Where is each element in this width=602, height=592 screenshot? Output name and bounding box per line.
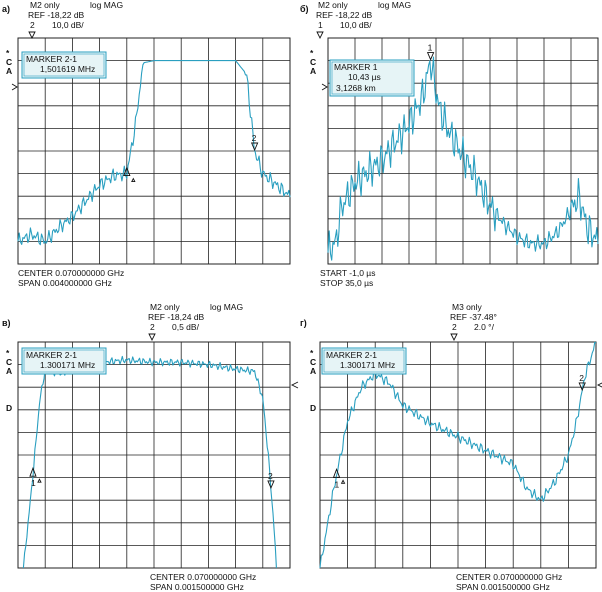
header-scale: 10,0 dB/: [340, 20, 372, 30]
footer-stop: SPAN 0.001500000 GHz: [456, 582, 550, 592]
side-indicator-1: C: [310, 357, 316, 367]
marker-small-triangle: [340, 479, 346, 484]
side-indicator-1: C: [6, 57, 12, 67]
footer-start: CENTER 0.070000000 GHz: [18, 268, 124, 278]
marker-readout-inner: [323, 349, 405, 373]
marker-triangle: [250, 142, 259, 152]
header-scale: 0,5 dB/: [172, 322, 200, 332]
panel-label: a): [2, 4, 10, 14]
footer-stop: STOP 35,0 µs: [320, 278, 373, 288]
marker-value: 1.300171 MHz: [340, 360, 395, 370]
side-indicator-2: A: [6, 66, 12, 76]
marker-title: MARKER 1: [334, 62, 378, 72]
header-format: log MAG: [90, 0, 123, 10]
side-indicator-2: A: [310, 66, 316, 76]
ref-level-arrow: [596, 382, 602, 388]
graticule: [320, 342, 596, 568]
graticule: [18, 38, 290, 264]
header-ref: REF -18,22 dB: [316, 10, 373, 20]
marker-number: 2: [579, 373, 584, 383]
marker-readout-inner: [23, 349, 105, 373]
panel-label: г): [300, 318, 307, 328]
marker-readout-box: [321, 347, 407, 375]
marker-triangle: [426, 52, 435, 61]
panel-label: в): [2, 318, 11, 328]
header-ref: REF -18,22 dB: [28, 10, 85, 20]
trace-line: [319, 341, 597, 569]
header-mode: M3 only: [452, 302, 483, 312]
ref-position-marker: [450, 333, 458, 342]
marker-triangle: [578, 382, 586, 392]
trace-line: [22, 355, 277, 569]
marker-readout-inner: [23, 53, 105, 77]
side-indicator-2: A: [310, 366, 316, 376]
header-mode: M2 only: [30, 0, 61, 10]
marker-readout-inner: [331, 61, 413, 95]
header-ref-num: 2: [452, 322, 457, 332]
side-indicator-1: C: [6, 357, 12, 367]
marker-title: MARKER 2-1: [26, 54, 77, 64]
header-ref-num: 1: [318, 20, 323, 30]
marker-value-2: 3,1268 km: [336, 83, 376, 93]
marker-small-triangle: [131, 177, 136, 183]
side-indicator-3: D: [310, 403, 316, 413]
footer-stop: SPAN 0.001500000 GHz: [150, 582, 244, 592]
header-mode: M2 only: [318, 0, 349, 10]
header-ref: REF -37.48°: [450, 312, 497, 322]
marker-readout-box: [21, 51, 107, 79]
marker-number: 1: [31, 478, 36, 488]
header-format: log MAG: [378, 0, 411, 10]
side-indicator-1: C: [310, 57, 316, 67]
ref-level-arrow: [11, 83, 18, 91]
header-scale: 2.0 °/: [474, 322, 495, 332]
marker-triangle: [29, 466, 37, 477]
header-ref: REF -18,24 dB: [148, 312, 205, 322]
marker-number: 1: [335, 479, 340, 489]
side-indicator-0: *: [6, 348, 10, 358]
marker-value: 1,501619 MHz: [40, 64, 95, 74]
marker-value: 1.300171 MHz: [40, 360, 95, 370]
side-indicator-3: D: [6, 403, 12, 413]
ref-level-arrow: [290, 381, 299, 389]
header-scale: 10,0 dB/: [52, 20, 84, 30]
ref-level-arrow: [321, 83, 328, 91]
marker-triangle: [332, 468, 341, 478]
trace-line: [327, 56, 599, 261]
side-indicator-0: *: [6, 48, 10, 58]
marker-title: MARKER 2-1: [26, 350, 77, 360]
marker-readout-box: [329, 59, 415, 97]
footer-start: CENTER 0.070000000 GHz: [150, 572, 256, 582]
header-ref-num: 2: [30, 20, 35, 30]
marker-small-triangle: [37, 478, 42, 483]
marker-triangle: [267, 480, 275, 490]
ref-position-marker: [28, 31, 36, 40]
footer-start: CENTER 0.070000000 GHz: [456, 572, 562, 582]
graticule: [18, 342, 290, 568]
side-indicator-0: *: [310, 348, 314, 358]
header-ref-num: 2: [150, 322, 155, 332]
header-mode: M2 only: [150, 302, 181, 312]
marker-number: 2: [268, 471, 273, 481]
marker-number: 2: [252, 133, 257, 143]
trace-line: [17, 60, 291, 246]
marker-triangle: [123, 166, 131, 177]
header-format: log MAG: [210, 302, 243, 312]
marker-number: 1: [428, 43, 433, 53]
ref-position-marker: [316, 31, 324, 40]
side-indicator-0: *: [310, 48, 314, 58]
marker-title: MARKER 2-1: [326, 350, 377, 360]
footer-stop: SPAN 0.004000000 GHz: [18, 278, 112, 288]
footer-start: START -1,0 µs: [320, 268, 375, 278]
marker-readout-box: [21, 347, 107, 375]
side-indicator-2: A: [6, 366, 12, 376]
panel-label: б): [300, 4, 309, 14]
marker-value: 10,43 µs: [348, 72, 381, 82]
ref-position-marker: [148, 333, 156, 342]
